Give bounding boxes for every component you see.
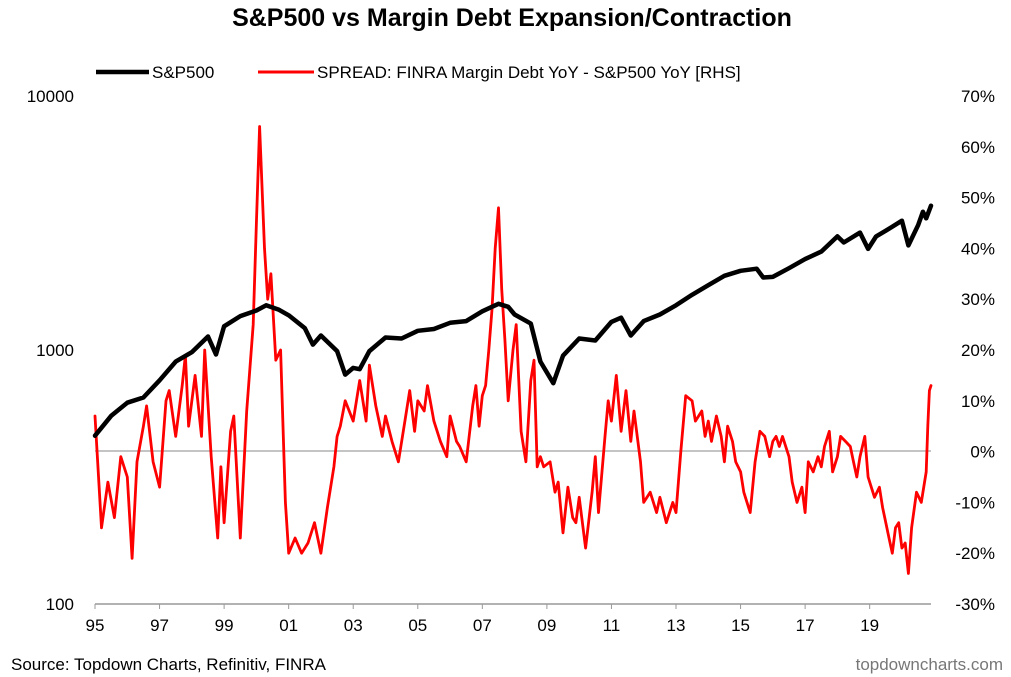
x-tick-label: 17 — [796, 616, 815, 635]
left-tick-label: 100 — [46, 595, 74, 614]
x-tick-label: 03 — [344, 616, 363, 635]
right-tick-label: 50% — [961, 189, 995, 208]
series-layer — [92, 125, 934, 575]
x-tick-label: 07 — [473, 616, 492, 635]
right-tick-label: 0% — [970, 443, 995, 462]
legend-label-spread: SPREAD: FINRA Margin Debt YoY - S&P500 Y… — [317, 63, 741, 82]
right-tick-label: 10% — [961, 392, 995, 411]
right-tick-label: 40% — [961, 239, 995, 258]
right-tick-label: 20% — [961, 341, 995, 360]
x-tick-label: 95 — [86, 616, 105, 635]
x-tick-label: 01 — [279, 616, 298, 635]
x-tick-label: 97 — [150, 616, 169, 635]
legend: S&P500 SPREAD: FINRA Margin Debt YoY - S… — [96, 63, 741, 82]
x-tick-label: 11 — [603, 616, 621, 635]
legend-label-sp500: S&P500 — [152, 63, 214, 82]
x-tick-label: 09 — [537, 616, 556, 635]
right-tick-label: -10% — [955, 493, 995, 512]
left-tick-label: 10000 — [27, 87, 74, 106]
right-axis-ticks: 70% 60% 50% 40% 30% 20% 10% 0% -10% -20% -30% — [955, 87, 995, 614]
x-tick-label: 05 — [408, 616, 427, 635]
right-tick-label: -30% — [955, 595, 995, 614]
spread-line — [93, 125, 933, 575]
left-axis-ticks: 10000 1000 100 — [27, 87, 74, 614]
chart-title: S&P500 vs Margin Debt Expansion/Contract… — [232, 4, 792, 32]
x-tick-label: 99 — [215, 616, 234, 635]
x-tick-label: 15 — [731, 616, 750, 635]
right-tick-label: 30% — [961, 290, 995, 309]
right-tick-label: 70% — [961, 87, 995, 106]
left-tick-label: 1000 — [36, 341, 74, 360]
source-note: Source: Topdown Charts, Refinitiv, FINRA — [11, 655, 327, 674]
right-tick-label: 60% — [961, 138, 995, 157]
watermark: topdowncharts.com — [856, 655, 1003, 674]
right-tick-label: -20% — [955, 544, 995, 563]
x-tick-label: 19 — [860, 616, 879, 635]
x-tick-label: 13 — [667, 616, 686, 635]
sp500-line — [92, 203, 934, 438]
x-axis-ticks: 95 97 99 01 03 05 07 09 11 13 15 17 19 — [86, 604, 879, 635]
